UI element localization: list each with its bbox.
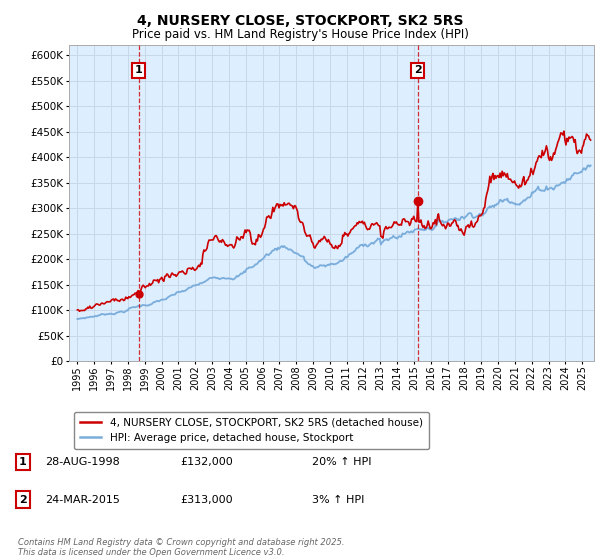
Text: Price paid vs. HM Land Registry's House Price Index (HPI): Price paid vs. HM Land Registry's House … [131, 28, 469, 41]
Text: 2: 2 [414, 66, 422, 75]
Text: 24-MAR-2015: 24-MAR-2015 [45, 494, 120, 505]
Text: £132,000: £132,000 [180, 457, 233, 467]
Text: 28-AUG-1998: 28-AUG-1998 [45, 457, 120, 467]
Text: 1: 1 [135, 66, 143, 75]
Text: 1: 1 [19, 457, 26, 467]
Text: 4, NURSERY CLOSE, STOCKPORT, SK2 5RS: 4, NURSERY CLOSE, STOCKPORT, SK2 5RS [137, 14, 463, 28]
Text: 3% ↑ HPI: 3% ↑ HPI [312, 494, 364, 505]
Legend: 4, NURSERY CLOSE, STOCKPORT, SK2 5RS (detached house), HPI: Average price, detac: 4, NURSERY CLOSE, STOCKPORT, SK2 5RS (de… [74, 412, 429, 449]
Text: 20% ↑ HPI: 20% ↑ HPI [312, 457, 371, 467]
Text: Contains HM Land Registry data © Crown copyright and database right 2025.
This d: Contains HM Land Registry data © Crown c… [18, 538, 344, 557]
Text: 2: 2 [19, 494, 26, 505]
Text: £313,000: £313,000 [180, 494, 233, 505]
